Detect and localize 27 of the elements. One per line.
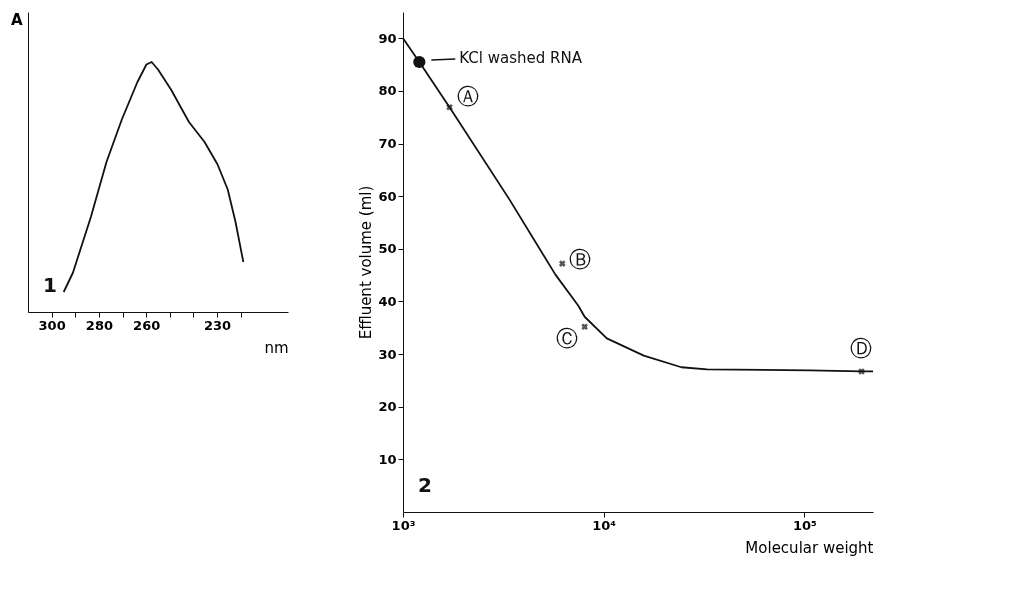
y-tick-label: 70 xyxy=(378,136,397,152)
y-tick-label: 30 xyxy=(378,346,397,362)
y-tick-label: 90 xyxy=(378,30,397,46)
x-tick-label: 10³ xyxy=(391,517,416,533)
annotation: KCl washed RNA xyxy=(459,49,583,67)
x-axis-title: nm xyxy=(264,338,289,357)
y-tick-label: 80 xyxy=(378,83,397,99)
x-tick-label: 280 xyxy=(85,317,113,333)
annotation: Ⓑ xyxy=(569,246,592,272)
x-tick-label: 10⁵ xyxy=(792,517,817,533)
annotation: Ⓓ xyxy=(850,336,873,362)
y-axis-title: Effluent volume (ml) xyxy=(357,185,376,340)
annotation: Ⓒ xyxy=(555,325,578,351)
y-tick-label: 10 xyxy=(378,451,397,467)
y-tick-label: 50 xyxy=(378,241,397,257)
x-axis-title: Molecular weight xyxy=(745,538,874,557)
y-tick-label: 40 xyxy=(378,293,397,309)
x-tick-label: 300 xyxy=(38,317,66,333)
annotation: 1 xyxy=(43,273,57,297)
annotation: Ⓐ xyxy=(456,84,479,110)
y-axis-title: A xyxy=(10,10,23,29)
y-tick-label: 60 xyxy=(378,188,397,204)
x-tick-label: 230 xyxy=(204,317,232,333)
annotation: 2 xyxy=(418,473,432,497)
x-tick-label: 10⁴ xyxy=(592,517,617,533)
y-tick-label: 20 xyxy=(378,399,397,415)
x-tick-label: 260 xyxy=(133,317,161,333)
